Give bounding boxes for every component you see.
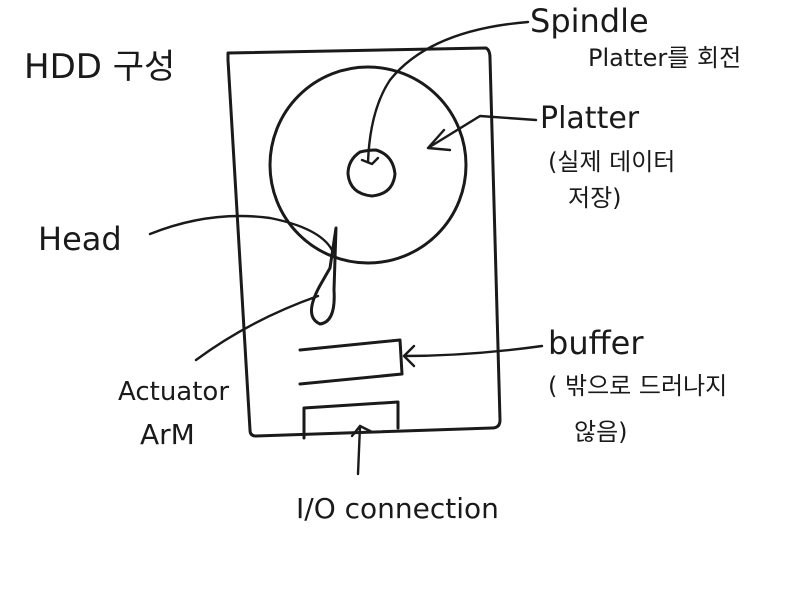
label-actuator-2: ArM (140, 418, 195, 451)
actuator-arm (310, 226, 338, 326)
label-spindle-desc: Platter를 회전 (588, 44, 741, 72)
label-platter-desc-2: 저장) (568, 184, 622, 212)
label-buffer-desc-1: ( 밖으로 드러나지 (548, 372, 727, 400)
platter-disk (268, 65, 468, 265)
label-buffer-desc-2: 않음) (574, 418, 628, 446)
label-io-connection: I/O connection (296, 492, 499, 525)
label-spindle: Spindle (530, 2, 649, 40)
diagram-title: HDD 구성 (24, 47, 175, 87)
label-platter-desc-1: (실제 데이터 (548, 148, 675, 176)
hdd-case (226, 46, 502, 438)
spindle-leader (366, 20, 530, 164)
io-connector-box (302, 400, 400, 440)
label-head: Head (38, 220, 122, 258)
io-leader (350, 424, 374, 476)
head-leader (148, 214, 334, 252)
label-platter: Platter (540, 101, 640, 136)
spindle (346, 148, 397, 198)
label-buffer: buffer (548, 324, 644, 362)
platter-leader (426, 114, 538, 152)
spindle-center-mark (360, 156, 380, 166)
actuator-leader (194, 294, 320, 362)
label-actuator-1: Actuator (118, 377, 229, 407)
buffer-box (298, 338, 404, 386)
buffer-leader (402, 344, 544, 368)
